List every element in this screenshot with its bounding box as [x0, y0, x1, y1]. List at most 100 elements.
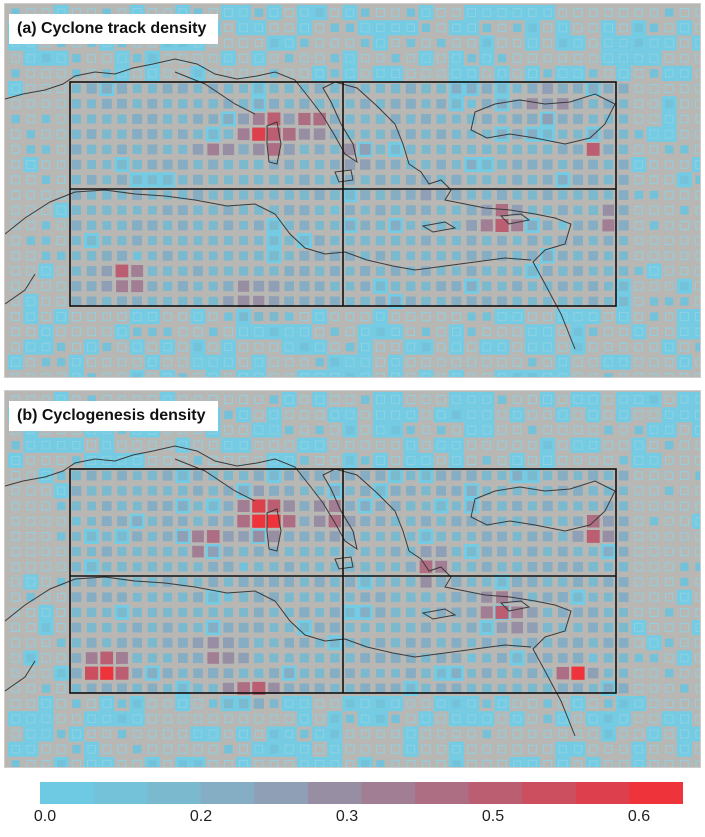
map-b-density-cell [695, 471, 700, 480]
map-b-density-cell [405, 668, 416, 679]
map-b-density-cell [71, 683, 82, 694]
map-a-density-cell [238, 99, 249, 109]
map-a-density-cell [345, 373, 355, 377]
map-a-density-cell [148, 205, 157, 215]
map-a-bg-cell [616, 65, 632, 81]
map-a-density-cell [193, 372, 203, 377]
map-a-density-cell [588, 8, 598, 17]
map-b-density-cell [86, 531, 97, 542]
map-b-bg-cell [53, 437, 69, 453]
map-a-bg-cell [661, 339, 677, 355]
map-b-density-cell [603, 486, 614, 496]
map-b-density-cell [421, 471, 431, 481]
map-b-bg-cell [99, 437, 115, 453]
map-a-density-cell [665, 282, 674, 291]
map-b-density-cell [618, 546, 629, 557]
map-b-density-cell [421, 395, 431, 404]
map-b-density-cell [375, 546, 386, 557]
map-b-density-cell [192, 652, 204, 664]
map-b-density-cell [254, 759, 264, 767]
map-a-density-cell [451, 160, 461, 170]
map-a-density-cell [406, 236, 416, 246]
map-a-density-cell [649, 23, 659, 32]
map-a-density-cell [345, 83, 355, 94]
map-b-density-cell [208, 470, 218, 481]
map-a-density-cell [421, 266, 431, 276]
map-a-density-cell [147, 372, 157, 377]
map-b-density-cell [41, 684, 51, 693]
map-a-density-cell [467, 373, 476, 377]
map-b-density-cell [345, 441, 355, 450]
map-a-density-cell [254, 159, 264, 170]
map-a-density-cell [436, 327, 446, 337]
map-b-density-cell [436, 501, 446, 511]
map-a-density-cell [391, 68, 401, 79]
map-a-bg-cell [160, 339, 176, 355]
map-a-bg-cell [236, 5, 252, 21]
map-a-density-cell [56, 190, 66, 200]
map-a-density-cell [26, 312, 36, 321]
map-b-density-cell [71, 607, 82, 618]
map-b-density-cell [512, 638, 522, 648]
map-b-density-cell [252, 514, 266, 528]
map-b-bg-cell [312, 726, 328, 742]
map-a-density-cell [223, 327, 234, 337]
map-a-density-cell [163, 373, 172, 377]
map-b-density-cell [497, 668, 507, 678]
map-a-density-cell [223, 220, 234, 231]
map-b-density-cell [87, 759, 97, 767]
map-a-coastline [174, 71, 256, 115]
map-a-density-cell [330, 220, 340, 230]
map-a-bg-cell [676, 65, 692, 81]
map-a-density-cell [26, 175, 36, 185]
map-b-density-cell [208, 577, 219, 587]
map-b-density-cell [573, 577, 583, 587]
map-a-density-cell [451, 220, 461, 230]
map-b-density-cell [238, 637, 249, 648]
map-b-density-cell [634, 745, 643, 754]
map-b-density-cell [56, 455, 66, 466]
map-b-density-cell [391, 744, 401, 754]
map-b-density-cell [361, 456, 370, 465]
map-a-density-cell [41, 175, 51, 184]
map-a-density-cell [649, 160, 659, 169]
map-b-density-cell [132, 531, 143, 542]
map-b-density-cell [466, 562, 477, 572]
map-a-density-cell [102, 221, 112, 230]
map-b-density-cell [314, 592, 325, 602]
map-a-density-cell [619, 53, 628, 63]
map-b-bg-cell [175, 696, 191, 712]
map-a-bg-cell [251, 369, 267, 377]
map-a-density-cell [391, 327, 400, 337]
map-a-density-cell [254, 266, 264, 276]
colorbar-tick-4: 0.6 [627, 808, 651, 825]
map-b-density-cell [26, 729, 36, 739]
map-b-density-cell [115, 666, 129, 680]
map-a-bg-cell [646, 35, 662, 51]
map-a-density-cell [239, 221, 248, 230]
map-a-density-cell [41, 327, 51, 337]
map-a-density-cell [558, 327, 568, 337]
map-b-density-cell [421, 516, 431, 527]
map-b-density-cell [11, 531, 20, 541]
map-a-density-cell [665, 327, 674, 337]
map-a-density-cell [406, 281, 416, 291]
map-b-bg-cell [661, 422, 677, 438]
map-a-density-cell [680, 236, 689, 245]
map-a-density-cell [360, 98, 371, 109]
map-a-density-cell [117, 250, 128, 261]
map-a-density-cell [163, 342, 172, 352]
map-a-density-cell [315, 38, 324, 48]
map-b-density-cell [102, 562, 112, 572]
map-b-density-cell [162, 546, 173, 557]
map-a-density-cell [131, 265, 144, 277]
map-a-density-cell [299, 205, 310, 216]
map-a-density-cell [634, 160, 643, 169]
map-b-density-cell [679, 759, 689, 767]
map-b-density-cell [572, 652, 584, 664]
map-a-density-cell [649, 129, 659, 139]
map-a-density-cell [57, 175, 66, 184]
map-b-coastline [334, 556, 354, 570]
map-a-density-cell [178, 235, 188, 246]
map-a-density-cell [86, 281, 97, 292]
